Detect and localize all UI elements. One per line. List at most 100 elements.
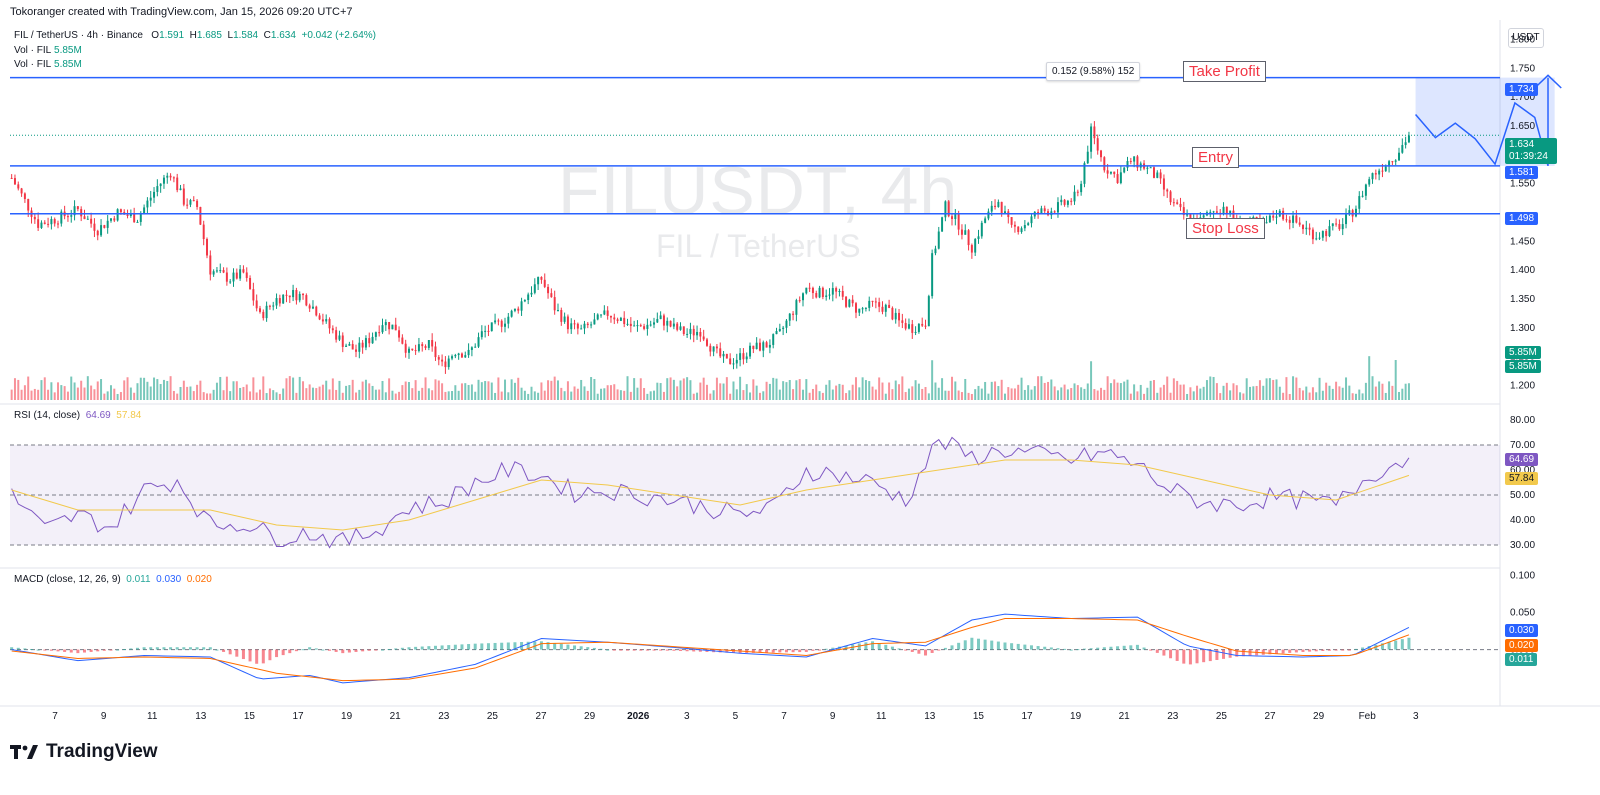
macd-histogram-bar bbox=[1361, 647, 1365, 650]
candle-body bbox=[1358, 196, 1361, 209]
volume-bar bbox=[699, 382, 702, 400]
volume-bar bbox=[1308, 392, 1311, 400]
candle-body bbox=[606, 310, 609, 316]
volume-legend-1[interactable]: Vol · FIL 5.85M bbox=[14, 45, 82, 56]
volume-bar bbox=[808, 392, 811, 400]
volume-bar bbox=[851, 384, 854, 400]
chart-caption: Tokoranger created with TradingView.com,… bbox=[10, 6, 353, 18]
volume-bar bbox=[398, 391, 401, 400]
macd-histogram-bar bbox=[1109, 646, 1113, 650]
volume-bar bbox=[434, 379, 437, 400]
volume-bar bbox=[884, 393, 887, 400]
candle-body bbox=[66, 216, 69, 218]
volume-bar bbox=[1192, 391, 1195, 400]
volume-bar bbox=[689, 380, 692, 400]
candle-body bbox=[126, 214, 129, 217]
candle-body bbox=[129, 213, 132, 217]
candle-body bbox=[404, 343, 407, 353]
volume-legend-2[interactable]: Vol · FIL 5.85M bbox=[14, 59, 82, 70]
rsi-legend[interactable]: RSI (14, close) 64.69 57.84 bbox=[14, 410, 142, 421]
volume-bar bbox=[123, 380, 126, 400]
candle-body bbox=[1063, 199, 1066, 205]
candle-body bbox=[1152, 167, 1155, 178]
candle-body bbox=[590, 324, 593, 326]
entry-label[interactable]: Entry bbox=[1192, 147, 1240, 168]
macd-histogram-bar bbox=[69, 649, 73, 653]
candle-body bbox=[808, 287, 811, 289]
symbol-title[interactable]: FIL / TetherUS · 4h · Binance bbox=[14, 30, 143, 41]
macd-histogram-bar bbox=[698, 649, 702, 652]
macd-histogram-bar bbox=[275, 649, 279, 658]
volume-bar bbox=[292, 377, 295, 400]
candle-body bbox=[848, 299, 851, 307]
macd-legend[interactable]: MACD (close, 12, 26, 9) 0.011 0.030 0.02… bbox=[14, 574, 212, 585]
x-tick-16: 9 bbox=[830, 711, 836, 722]
macd-histogram-bar bbox=[1354, 648, 1358, 650]
currency-selector[interactable]: USDT bbox=[1508, 28, 1544, 48]
macd-histogram-bar bbox=[937, 649, 941, 651]
candle-body bbox=[835, 288, 838, 292]
candle-body bbox=[742, 353, 745, 360]
macd-histogram-bar bbox=[129, 648, 133, 650]
candle-body bbox=[364, 338, 367, 348]
volume-bar bbox=[1229, 390, 1232, 400]
candle-body bbox=[206, 239, 209, 256]
candle-body bbox=[977, 236, 980, 240]
volume-bar bbox=[1017, 384, 1020, 400]
volume-bar bbox=[987, 393, 990, 400]
candle-body bbox=[149, 197, 152, 201]
candle-body bbox=[394, 324, 397, 331]
candle-body bbox=[672, 323, 675, 327]
candle-body bbox=[288, 295, 291, 298]
candle-body bbox=[166, 175, 169, 178]
volume-bar bbox=[381, 380, 384, 400]
candle-body bbox=[146, 200, 149, 208]
volume-bar bbox=[93, 389, 96, 400]
chart-grid bbox=[0, 20, 1600, 707]
tradingview-logo[interactable]: TradingView bbox=[10, 741, 158, 763]
macd-histogram-bar bbox=[824, 648, 828, 650]
volume-bar bbox=[374, 389, 377, 400]
rsi-lines bbox=[11, 436, 1410, 549]
candle-body bbox=[811, 287, 814, 294]
candle-body bbox=[619, 317, 622, 321]
volume-bar bbox=[523, 390, 526, 400]
candle-body bbox=[692, 328, 695, 336]
macd-histogram-bar bbox=[645, 649, 649, 651]
volume-bar bbox=[474, 391, 477, 400]
macd-histogram-bar bbox=[659, 649, 663, 651]
take-profit-label[interactable]: Take Profit bbox=[1183, 61, 1266, 82]
candle-body bbox=[331, 328, 334, 331]
volume-bar bbox=[421, 387, 424, 400]
volume-bar bbox=[590, 377, 593, 400]
candle-body bbox=[987, 211, 990, 219]
candle-body bbox=[374, 332, 377, 337]
volume-bar bbox=[53, 392, 56, 400]
candle-body bbox=[447, 358, 450, 368]
macd-histogram-bar bbox=[361, 649, 365, 652]
stop-loss-label[interactable]: Stop Loss bbox=[1186, 218, 1265, 239]
macd-histogram-bar bbox=[731, 649, 735, 653]
volume-bar bbox=[1179, 384, 1182, 400]
volume-bar bbox=[427, 388, 430, 400]
candle-body bbox=[500, 320, 503, 327]
volume-bar bbox=[901, 376, 904, 400]
candle-body bbox=[70, 215, 73, 217]
macd-histogram-bar bbox=[1400, 639, 1404, 650]
candle-body bbox=[355, 349, 358, 352]
candles bbox=[10, 121, 1410, 374]
volume-bar bbox=[431, 390, 434, 400]
candle-body bbox=[838, 291, 841, 293]
candle-body bbox=[1149, 167, 1152, 169]
volume-bar bbox=[298, 376, 301, 400]
measure-label[interactable]: 0.152 (9.58%) 152 bbox=[1046, 62, 1141, 81]
volume-bar bbox=[1328, 385, 1331, 400]
volume-bar bbox=[407, 382, 410, 400]
candle-body bbox=[639, 325, 642, 327]
volume-bar bbox=[1305, 386, 1308, 400]
candle-body bbox=[464, 355, 467, 358]
macd-histogram-bar bbox=[182, 647, 186, 650]
volume-bar bbox=[470, 384, 473, 400]
volume-bar bbox=[361, 381, 364, 400]
